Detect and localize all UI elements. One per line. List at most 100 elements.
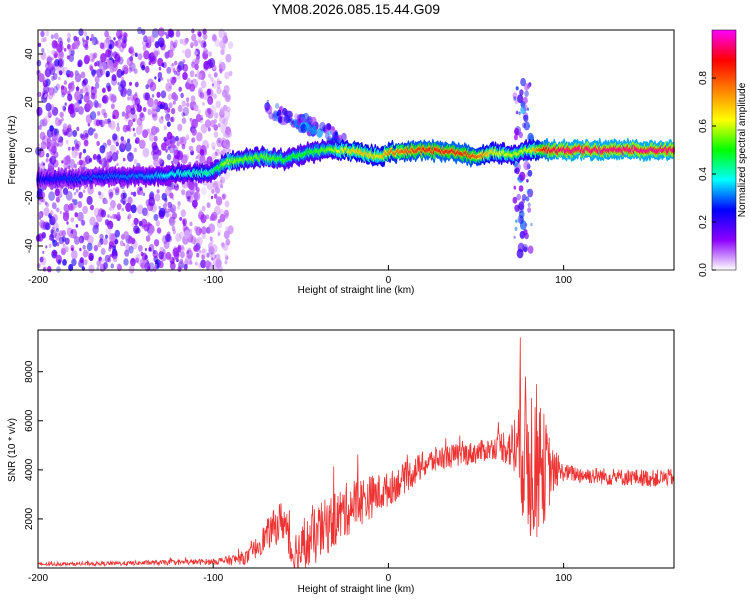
spectrogram-blob — [224, 71, 230, 80]
spectrogram-blob — [62, 123, 68, 131]
spectrogram-blob — [212, 182, 219, 190]
spectrogram-blob — [154, 193, 161, 202]
spectrogram-blob — [519, 89, 524, 96]
spectrogram-blob — [199, 149, 205, 156]
spectrogram-blob — [526, 84, 531, 89]
spectrogram-blob — [74, 90, 81, 101]
spectrogram-blob — [181, 100, 187, 107]
spectrogram-blob — [170, 107, 176, 115]
spectrogram-blob — [200, 259, 207, 269]
spectrogram-blob — [195, 160, 199, 164]
spectrogram-blob — [155, 259, 158, 264]
spectrogram-blob — [53, 85, 59, 94]
spectrogram-blob — [151, 56, 156, 63]
spectrogram-blob — [175, 233, 182, 242]
spectrogram-blob — [130, 191, 134, 196]
spectrogram-blob — [228, 70, 233, 77]
spectrogram-blob — [94, 82, 100, 89]
spectrogram-blob — [122, 31, 127, 38]
spectrogram-blob — [215, 258, 222, 268]
spectrogram-blob — [45, 202, 50, 208]
spectrogram-blob — [68, 53, 75, 63]
spectrogram-blob — [213, 193, 218, 199]
spectrogram-blob — [148, 247, 152, 252]
spectrogram-blob — [95, 40, 99, 45]
spectrogram-blob — [165, 251, 172, 260]
spectrogram-blob — [130, 257, 136, 267]
spectrogram-blob — [182, 72, 188, 80]
spectrogram-blob — [138, 244, 143, 252]
spectrogram-blob — [65, 191, 73, 201]
spectrogram-blob — [180, 244, 184, 250]
spectrogram-blob — [201, 226, 207, 235]
spectrogram-blob — [197, 73, 203, 80]
spectrogram-blob — [518, 185, 524, 192]
spectrogram-blob — [69, 233, 74, 239]
spectrogram-blob — [105, 234, 108, 239]
spectrogram-blob — [225, 255, 229, 261]
spectrogram-blob — [108, 122, 112, 128]
spectrogram-blob — [208, 223, 216, 233]
colorbar-tick-label: 0.2 — [698, 215, 709, 229]
spectrogram-blob — [193, 104, 199, 112]
spectrogram-blob — [517, 203, 525, 214]
spectrogram-blob — [319, 121, 326, 132]
colorbar-tick-label: 0.0 — [698, 263, 709, 277]
spectrogram-blob — [219, 68, 223, 73]
spectrogram-blob — [48, 62, 54, 69]
spectrogram-blob — [123, 258, 129, 266]
spectrogram-blob — [43, 207, 50, 217]
spectrogram-blob — [163, 125, 167, 131]
spectrogram-blob — [530, 222, 533, 227]
spectrogram-blob — [266, 101, 270, 106]
spectrogram-blob — [112, 213, 116, 220]
spectrogram-blob — [42, 198, 46, 203]
spectrogram-blob — [215, 180, 221, 188]
spectrogram-blob — [522, 104, 528, 112]
spectrogram-blob — [47, 265, 52, 273]
spectrogram-blob — [162, 102, 169, 111]
spectrogram-blob — [97, 241, 102, 248]
spectrogram-blob — [122, 200, 126, 206]
spectrogram-blob — [56, 227, 59, 233]
spectrogram-blob — [73, 40, 79, 50]
spectrogram-blob — [125, 111, 129, 116]
spectrogram-blob — [67, 73, 70, 78]
spectrogram-blob — [77, 61, 82, 68]
spectrogram-blob — [219, 80, 222, 85]
spectrogram-blob — [202, 28, 207, 35]
spectrogram-blob — [39, 131, 46, 141]
spectrogram-blob — [147, 36, 151, 42]
spectrogram-blob — [58, 70, 63, 76]
spectrogram-blob — [109, 191, 114, 198]
colorbar-tick-label: 0.4 — [698, 167, 709, 181]
spectrogram-blob — [75, 143, 80, 150]
snr-frame — [37, 329, 675, 569]
spectrogram-blob — [524, 90, 529, 97]
spectrogram-blob — [88, 264, 95, 274]
spectrogram-blob — [188, 80, 191, 84]
spectrogram-blob — [177, 266, 182, 272]
spectrogram-blob — [144, 247, 147, 252]
spectrogram-blob — [122, 124, 129, 133]
spectrogram-blob — [173, 94, 179, 102]
spectrogram-blob — [46, 153, 50, 158]
spectrogram-blob — [124, 113, 129, 120]
spectrogram-blob — [211, 34, 217, 41]
spectrogram-blob — [205, 119, 211, 128]
spectrogram-blob — [186, 249, 193, 259]
spectrogram-blob — [210, 213, 216, 221]
spectrogram-blob — [61, 236, 66, 243]
spectrogram-blob — [195, 245, 200, 253]
spectrogram-blob — [265, 104, 273, 115]
spectrogram-blob — [142, 147, 150, 158]
spectrogram-blob — [515, 219, 518, 223]
spectrogram-blob — [146, 128, 151, 135]
spectrogram-blob — [193, 191, 201, 201]
spectrogram-blob — [338, 134, 342, 141]
spectrogram-blob — [40, 191, 46, 199]
spectrogram-blob — [224, 200, 230, 208]
spectrogram-blob — [75, 188, 79, 193]
spectrogram-blob — [98, 119, 103, 125]
spectrogram-blob — [224, 252, 228, 258]
